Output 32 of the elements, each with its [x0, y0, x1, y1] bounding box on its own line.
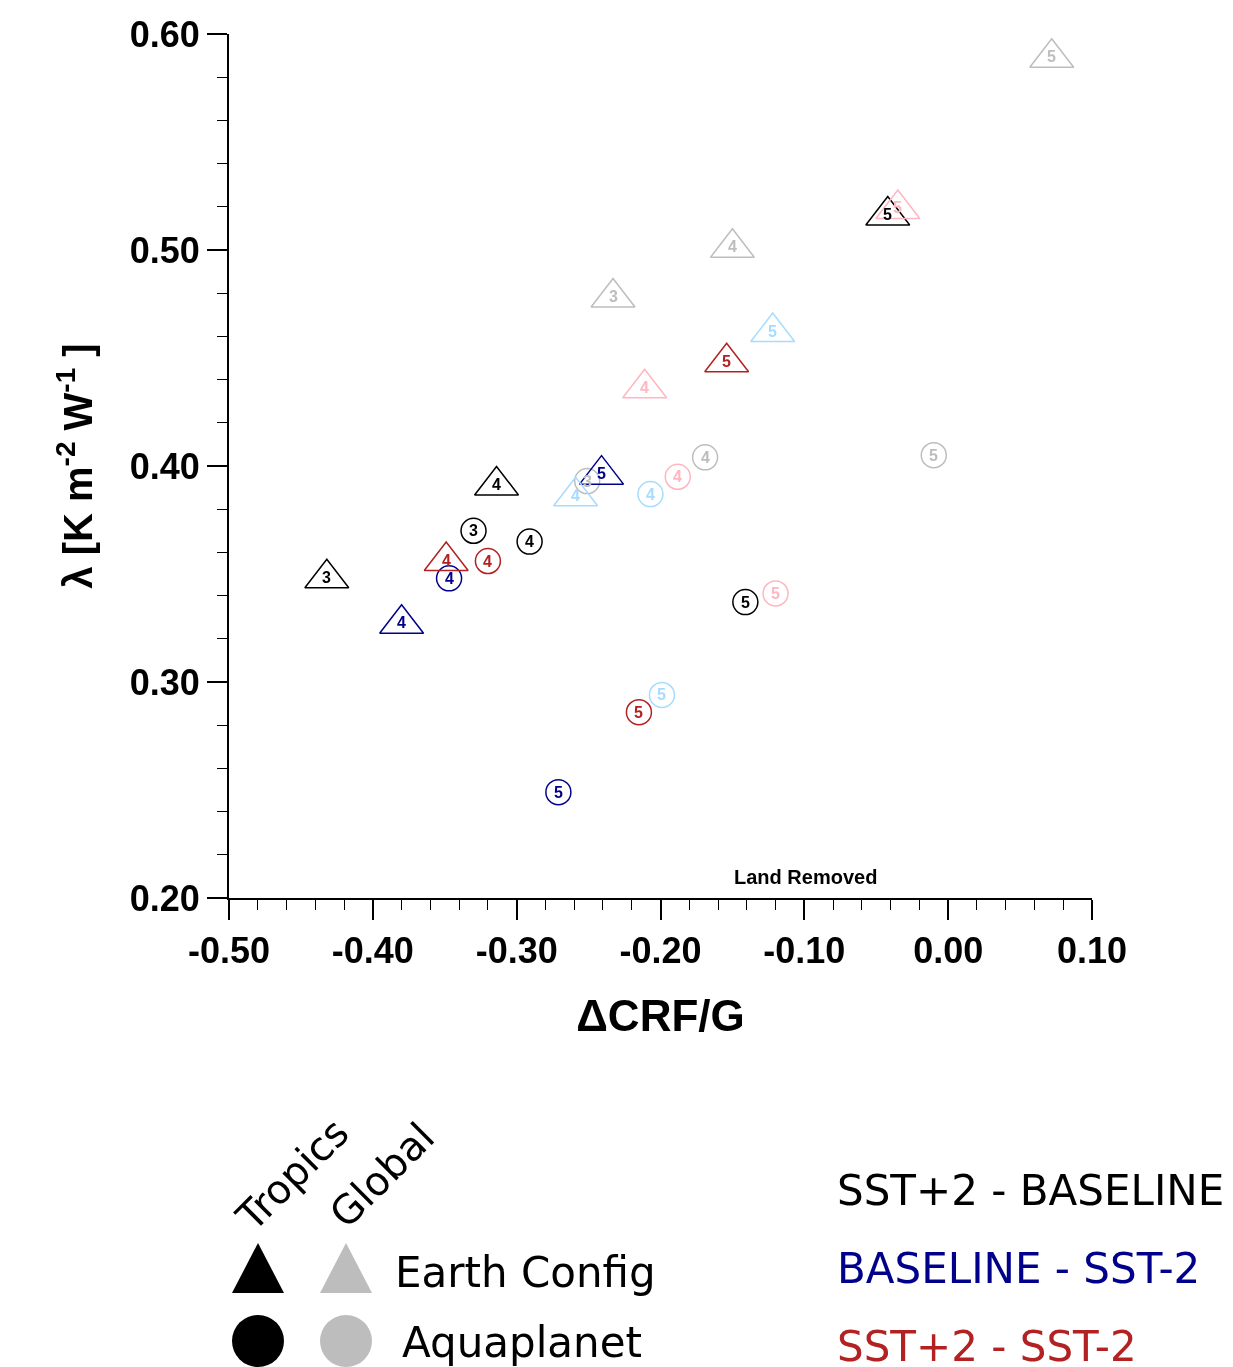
y-tick-label: 0.30 — [129, 661, 200, 703]
y-tick-label: 0.50 — [129, 229, 200, 271]
x-tick-label: -0.10 — [763, 930, 846, 972]
text: BASELINE - SST-2 — [837, 1244, 1201, 1293]
annotation: 4 — [673, 468, 682, 485]
annotation: 4 — [646, 486, 655, 503]
x-tick-label: 0.10 — [1056, 930, 1128, 972]
annotation: 3 — [469, 522, 478, 539]
y-tick-label: 0.20 — [129, 877, 200, 919]
text: Earth Config — [395, 1248, 656, 1297]
annotation: 4 — [483, 553, 492, 570]
annotation: 5 — [929, 447, 938, 464]
annotation: 5 — [771, 585, 780, 602]
text: Aquaplanet — [402, 1318, 643, 1367]
x-axis-title: ΔCRF/G — [576, 991, 745, 1040]
x-tick-label: -0.50 — [187, 930, 271, 972]
y-tick-label: 0.40 — [129, 445, 200, 487]
text: SST+2 - SST-2 — [837, 1322, 1137, 1367]
x-tick-label: -0.20 — [619, 930, 702, 972]
x-tick-label: -0.30 — [475, 930, 558, 972]
annotation: 4 — [525, 533, 534, 550]
y-tick-label: 0.60 — [129, 13, 200, 55]
text: SST+2 - BASELINE — [837, 1166, 1225, 1215]
annotation: 5 — [554, 784, 563, 801]
annotation: Land Removed — [734, 866, 878, 888]
x-tick-label: 0.00 — [913, 930, 984, 972]
annotation: 5 — [657, 686, 666, 703]
annotation: 5 — [634, 704, 643, 721]
annotation: 5 — [741, 594, 750, 611]
annotation: 4 — [445, 570, 454, 587]
annotation: 4 — [701, 449, 710, 466]
x-tick-label: -0.40 — [331, 930, 414, 972]
